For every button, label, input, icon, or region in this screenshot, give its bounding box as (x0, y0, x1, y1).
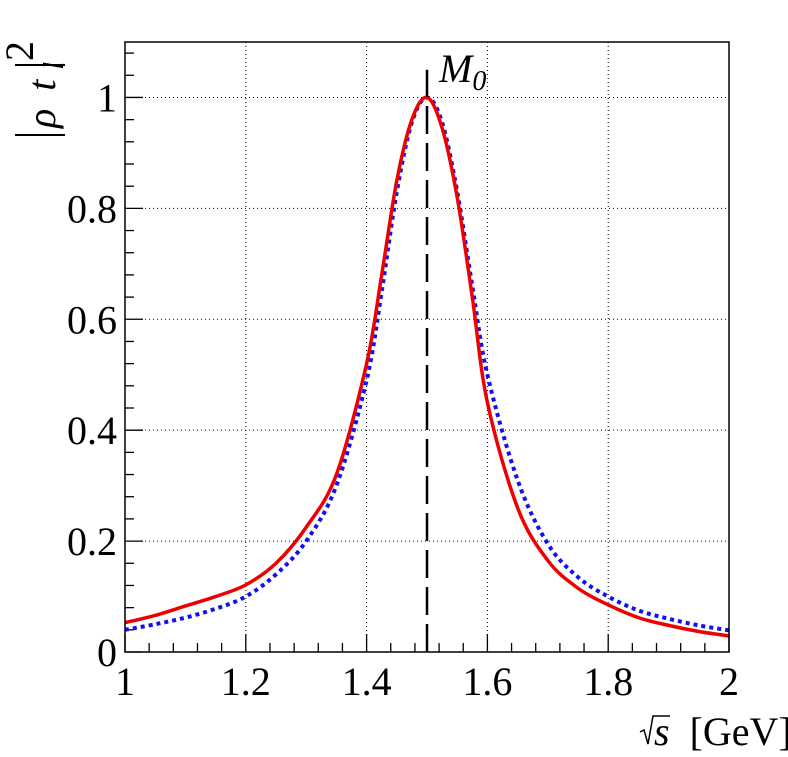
x-axis-unit: [GeV] (690, 709, 788, 754)
y-tick-label-0: 0 (97, 630, 117, 675)
y-axis-title: ρ t l 2 (0, 41, 70, 136)
plot-frame (124, 41, 730, 653)
grid-lines (125, 42, 729, 652)
y-tick-label-2: 0.4 (67, 408, 117, 453)
annotation-label-0: M0 (438, 46, 486, 97)
x-tick-label-2: 1.4 (342, 659, 392, 704)
y-tick-label-5: 1 (97, 75, 117, 120)
y-tick-labels: 0 0.2 0.4 0.6 0.8 1 (67, 75, 117, 675)
x-tick-label-0: 1 (115, 659, 135, 704)
x-axis-title: s [GeV] (639, 709, 788, 754)
y-tick-label-3: 0.6 (67, 297, 117, 342)
annotation-layer: M0 (425, 46, 486, 652)
annotation-subscript: 0 (472, 66, 486, 97)
y-axis-sup: 2 (0, 41, 42, 61)
y-tick-label-1: 0.2 (67, 519, 117, 564)
series-layer (124, 95, 730, 638)
y-axis-rho: ρ (19, 109, 64, 130)
x-tick-label-3: 1.6 (462, 659, 512, 704)
x-axis-symbol: s (654, 709, 670, 754)
x-tick-label-5: 2 (719, 659, 739, 704)
svg-text:s [GeV]: s [GeV] (654, 709, 788, 754)
x-tick-label-1: 1.2 (221, 659, 271, 704)
y-axis-t: t (19, 79, 64, 91)
x-tick-label-4: 1.8 (583, 659, 633, 704)
sqrt-sign (639, 715, 670, 745)
y-tick-label-4: 0.8 (67, 186, 117, 231)
series-line-solid (124, 95, 730, 638)
x-tick-labels: 1 1.2 1.4 1.6 1.8 2 (115, 659, 739, 704)
annotation-symbol: M (438, 46, 475, 91)
